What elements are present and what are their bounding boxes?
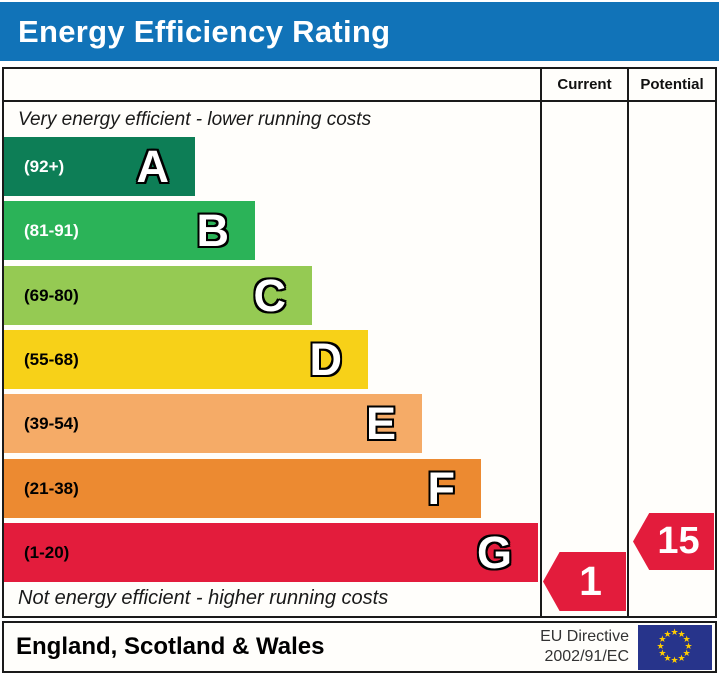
title-bar: Energy Efficiency Rating <box>0 2 719 61</box>
footer: England, Scotland & Wales EU Directive 2… <box>2 621 717 673</box>
band-b-range: (81-91) <box>24 220 79 240</box>
band-g-letter: G <box>476 527 512 578</box>
current-rating-arrow: 1 <box>543 552 626 611</box>
band-c-letter: C <box>253 270 287 321</box>
potential-column-divider <box>627 69 629 616</box>
band-g-range: (1-20) <box>24 542 70 562</box>
eu-directive-line1: EU Directive <box>540 628 629 645</box>
current-column-header: Current <box>557 76 612 93</box>
band-d-range: (55-68) <box>24 349 79 369</box>
band-a-letter: A <box>136 141 170 192</box>
potential-rating-arrow: 15 <box>633 513 714 570</box>
band-b: (81-91) B <box>4 201 255 260</box>
band-f: (21-38) F <box>4 459 481 518</box>
band-f-range: (21-38) <box>24 478 79 498</box>
band-e: (39-54) E <box>4 394 422 453</box>
header-row-divider <box>4 100 715 102</box>
eu-directive-line2: 2002/91/EC <box>544 648 629 665</box>
region-label: England, Scotland & Wales <box>16 633 325 660</box>
epc-chart-frame: Current Potential Very energy efficient … <box>2 67 717 618</box>
band-e-letter: E <box>365 398 396 449</box>
eu-directive-label: EU Directive 2002/91/EC <box>540 627 638 667</box>
band-c: (69-80) C <box>4 266 312 325</box>
band-f-letter: F <box>427 463 456 514</box>
band-e-range: (39-54) <box>24 413 79 433</box>
bottom-note: Not energy efficient - higher running co… <box>18 587 389 609</box>
page-title: Energy Efficiency Rating <box>18 13 391 49</box>
band-d-letter: D <box>309 334 343 385</box>
band-a-range: (92+) <box>24 156 65 176</box>
top-note: Very energy efficient - lower running co… <box>18 109 372 130</box>
potential-column-header: Potential <box>640 76 704 93</box>
band-c-range: (69-80) <box>24 285 79 305</box>
band-d: (55-68) D <box>4 330 368 389</box>
band-a: (92+) A <box>4 137 195 196</box>
band-g: (1-20) G <box>4 523 538 582</box>
eu-flag-icon: ★ ★ ★ ★ ★ ★ ★ ★ ★ ★ ★ ★ <box>638 624 712 670</box>
band-b-letter: B <box>196 205 230 256</box>
current-column-divider <box>540 69 542 616</box>
